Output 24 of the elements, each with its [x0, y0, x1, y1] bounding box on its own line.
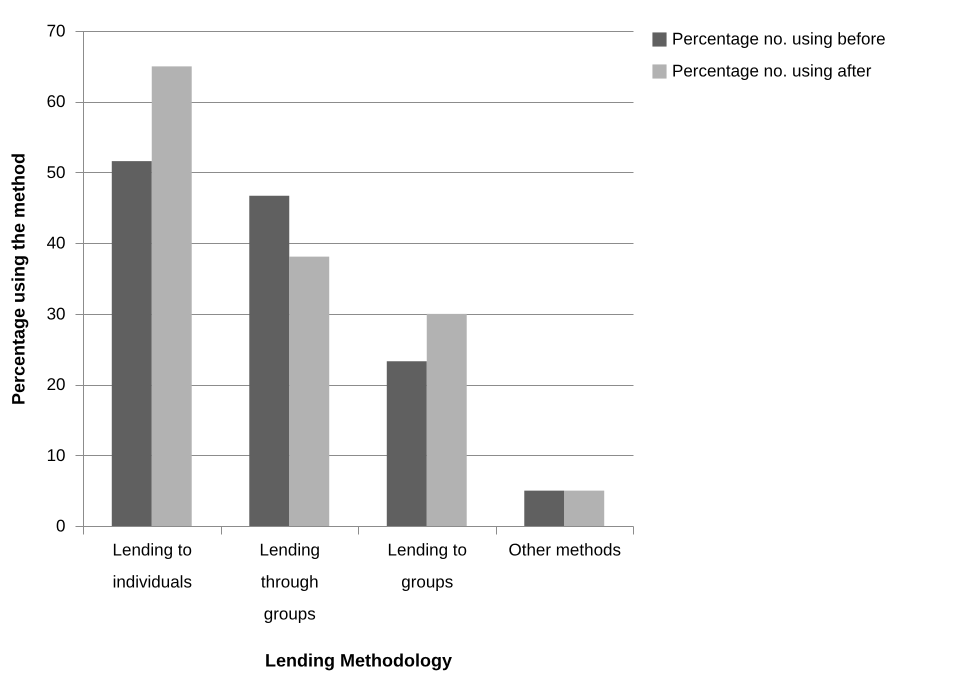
bar [564, 490, 604, 526]
bar [386, 361, 427, 526]
bar [152, 66, 192, 526]
x-tick-label: Other methods [508, 540, 621, 560]
y-axis-title: Percentage using the method [8, 152, 29, 406]
y-tick-label: 0 [56, 516, 66, 536]
bar [289, 256, 330, 526]
bar [249, 196, 290, 526]
bar [112, 161, 152, 526]
x-tick-label: Lending to groups [388, 540, 467, 592]
y-tick-label: 10 [46, 446, 66, 465]
y-tick-label: 40 [46, 234, 66, 253]
y-tick-label: 20 [46, 375, 66, 394]
legend-label: Percentage no. using before [672, 30, 886, 48]
y-tick-label: 50 [46, 162, 66, 182]
bar [426, 314, 467, 526]
x-tick-label: Lending to individuals [112, 540, 192, 592]
y-tick-label: 70 [46, 22, 66, 40]
y-tick-label: 60 [46, 92, 66, 112]
legend-label: Percentage no. using after [672, 62, 872, 80]
y-tick-label: 30 [46, 304, 66, 324]
x-tick-label: Lending through groups [259, 540, 320, 624]
x-axis-title: Lending Methodology [265, 650, 452, 670]
bar [524, 490, 564, 526]
